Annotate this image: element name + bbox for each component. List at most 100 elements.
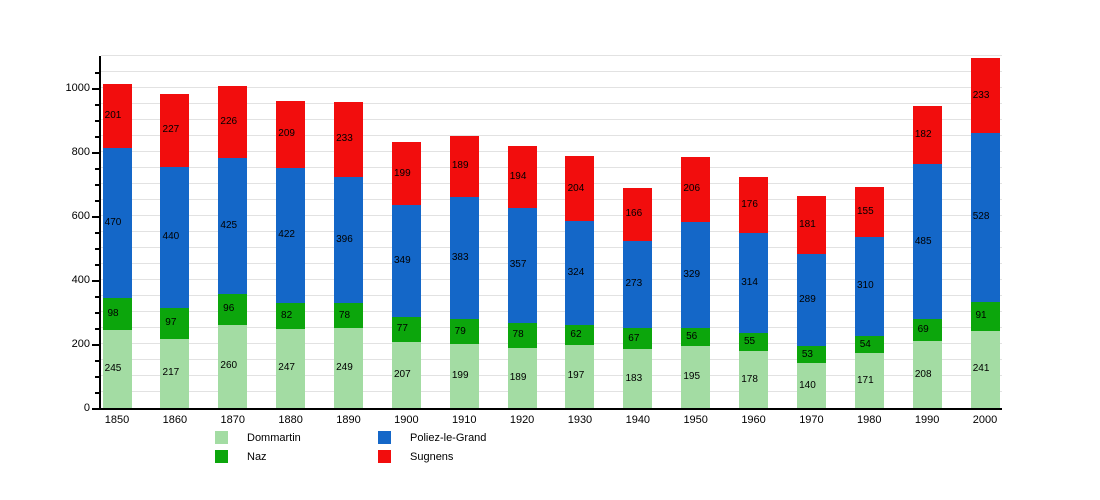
segment-value-label: 79 bbox=[454, 325, 466, 337]
segment-poliez-le-grand-1930: 324 bbox=[565, 221, 595, 326]
segment-naz-1860: 97 bbox=[160, 307, 190, 339]
bar-2000: 241 91 528 233 bbox=[970, 58, 1000, 408]
y-axis-tick-label: 400 bbox=[71, 274, 90, 286]
segment-value-label: 91 bbox=[975, 310, 987, 322]
bar-1860: 217 97 440 227 bbox=[160, 94, 190, 408]
y-axis-tick bbox=[95, 200, 100, 202]
segment-value-label: 67 bbox=[628, 332, 640, 344]
segment-value-label: 183 bbox=[625, 372, 643, 384]
segment-dommartin-1950: 195 bbox=[681, 345, 711, 408]
gridline bbox=[101, 263, 1002, 264]
legend-swatch-naz bbox=[215, 450, 228, 463]
segment-value-label: 329 bbox=[683, 269, 701, 281]
segment-value-label: 199 bbox=[394, 167, 411, 179]
x-axis-tick-label: 1880 bbox=[278, 414, 303, 426]
gridline bbox=[101, 295, 1002, 296]
segment-dommartin-1930: 197 bbox=[565, 344, 595, 408]
segment-value-label: 182 bbox=[914, 129, 932, 141]
segment-poliez-le-grand-1880: 422 bbox=[276, 167, 306, 303]
segment-value-label: 440 bbox=[162, 231, 180, 243]
segment-value-label: 181 bbox=[799, 218, 816, 230]
segment-value-label: 249 bbox=[336, 362, 353, 374]
segment-value-label: 357 bbox=[509, 259, 527, 271]
segment-value-label: 209 bbox=[278, 128, 295, 140]
segment-value-label: 208 bbox=[914, 368, 932, 380]
x-axis-tick-label: 1930 bbox=[567, 414, 593, 426]
y-axis-tick-label: 0 bbox=[83, 402, 90, 414]
segment-sugnens-1930: 204 bbox=[565, 156, 595, 222]
y-axis-tick bbox=[95, 376, 100, 378]
y-axis-tick bbox=[95, 136, 100, 138]
legend-item-naz: Naz bbox=[215, 450, 267, 463]
segment-dommartin-1920: 189 bbox=[507, 347, 537, 408]
segment-value-label: 233 bbox=[972, 89, 990, 101]
y-axis-tick bbox=[95, 232, 100, 234]
y-axis-tick bbox=[92, 280, 100, 282]
segment-poliez-le-grand-1850: 470 bbox=[102, 147, 132, 299]
gridline bbox=[101, 199, 1002, 200]
legend-label-poliez-le-grand: Poliez-le-Grand bbox=[410, 431, 487, 444]
segment-value-label: 289 bbox=[799, 294, 816, 306]
segment-value-label: 195 bbox=[683, 370, 701, 382]
x-axis-tick-label: 1980 bbox=[857, 414, 882, 426]
segment-value-label: 55 bbox=[744, 336, 756, 348]
segment-poliez-le-grand-1890: 396 bbox=[333, 176, 363, 304]
y-axis-tick-label: 600 bbox=[71, 210, 90, 222]
x-axis-tick-label: 1950 bbox=[683, 414, 708, 426]
gridline bbox=[101, 87, 1002, 88]
y-axis-tick bbox=[92, 88, 100, 90]
segment-value-label: 77 bbox=[396, 323, 408, 335]
segment-value-label: 233 bbox=[336, 133, 353, 145]
gridline bbox=[101, 215, 1002, 216]
segment-value-label: 78 bbox=[512, 329, 524, 341]
gridline bbox=[101, 135, 1002, 136]
legend-swatch-sugnens bbox=[378, 450, 391, 463]
segment-poliez-le-grand-1950: 329 bbox=[681, 222, 711, 328]
segment-value-label: 314 bbox=[741, 277, 758, 289]
segment-value-label: 189 bbox=[451, 160, 469, 172]
segment-value-label: 78 bbox=[338, 309, 351, 321]
segment-sugnens-1870: 226 bbox=[218, 85, 248, 159]
legend-label-dommartin: Dommartin bbox=[247, 431, 301, 444]
bar-1930: 197 62 324 204 bbox=[565, 156, 595, 408]
segment-naz-1990: 69 bbox=[912, 319, 942, 342]
segment-value-label: 53 bbox=[801, 348, 813, 360]
segment-value-label: 324 bbox=[567, 267, 585, 279]
x-axis-tick-label: 1850 bbox=[104, 414, 130, 426]
gridline bbox=[101, 391, 1002, 392]
gridline bbox=[101, 343, 1002, 344]
segment-value-label: 349 bbox=[394, 255, 411, 267]
segment-dommartin-1880: 247 bbox=[276, 328, 306, 408]
segment-value-label: 217 bbox=[162, 367, 180, 379]
segment-dommartin-1940: 183 bbox=[623, 349, 653, 408]
legend-item-sugnens: Sugnens bbox=[378, 450, 453, 463]
bar-1900: 207 77 349 199 bbox=[391, 141, 421, 408]
segment-value-label: 227 bbox=[162, 124, 180, 136]
x-axis-tick-label: 1970 bbox=[799, 414, 824, 426]
segment-poliez-le-grand-1870: 425 bbox=[218, 158, 248, 295]
segment-naz-1890: 78 bbox=[333, 303, 363, 329]
bar-1960: 178 55 314 176 bbox=[739, 176, 769, 408]
y-axis-tick bbox=[92, 408, 100, 410]
segment-sugnens-1990: 182 bbox=[912, 105, 942, 165]
gridline bbox=[101, 231, 1002, 232]
y-axis-tick bbox=[92, 344, 100, 346]
bar-1940: 183 67 273 166 bbox=[623, 187, 653, 408]
segment-value-label: 241 bbox=[972, 363, 990, 375]
plot-area: 245 98 470 201 217 97 440 227 260 96 425 226 247 82 42… bbox=[101, 55, 1002, 408]
bar-1990: 208 69 485 182 bbox=[912, 105, 942, 408]
segment-value-label: 470 bbox=[104, 217, 122, 229]
segment-naz-1980: 54 bbox=[854, 336, 884, 354]
segment-value-label: 194 bbox=[509, 171, 527, 183]
segment-value-label: 62 bbox=[570, 329, 582, 341]
gridline bbox=[101, 247, 1002, 248]
bar-1910: 199 79 383 189 bbox=[449, 136, 479, 408]
y-axis-tick bbox=[95, 248, 100, 250]
y-axis-tick bbox=[95, 184, 100, 186]
segment-value-label: 247 bbox=[278, 362, 295, 374]
segment-value-label: 69 bbox=[917, 324, 929, 336]
y-axis-tick bbox=[92, 216, 100, 218]
gridline bbox=[101, 279, 1002, 280]
segment-value-label: 189 bbox=[509, 371, 527, 383]
gridline bbox=[101, 103, 1002, 104]
